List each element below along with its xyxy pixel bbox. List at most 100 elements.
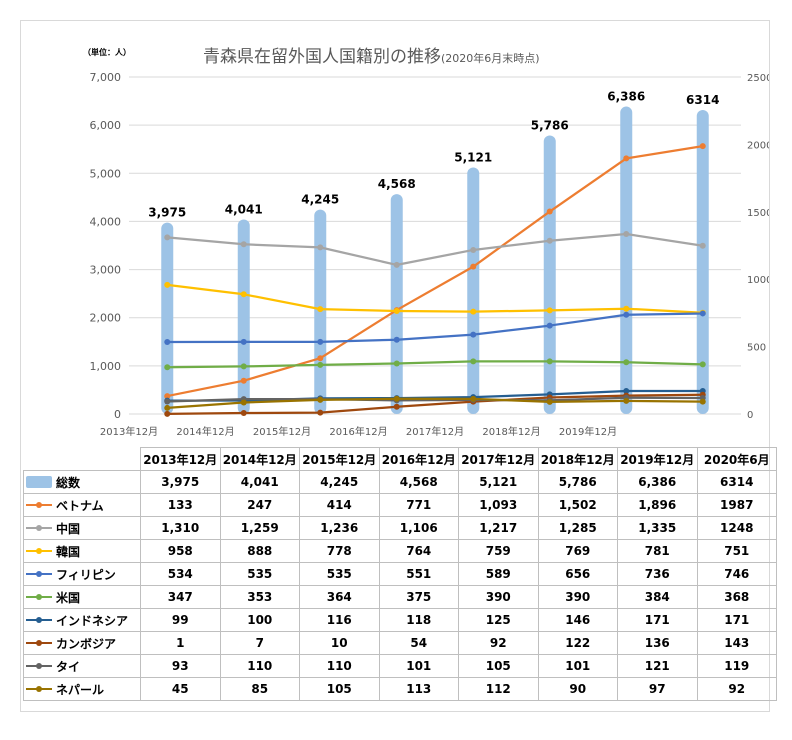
table-header-cell: 2020年6月 — [696, 447, 777, 471]
bar — [390, 194, 403, 414]
bar-data-label: 4,245 — [301, 193, 339, 207]
left-axis-tick-label: 1,000 — [90, 360, 122, 373]
series-name: カンボジア — [56, 636, 117, 651]
table-row: 米国 347 353 364 375 390 390 384 368 — [23, 585, 777, 609]
series-point — [699, 310, 706, 317]
series-name-cell: 韓国 — [23, 539, 141, 563]
series-point — [164, 281, 171, 288]
chart-subtitle: (2020年6月末時点) — [441, 51, 540, 65]
table-cell: 751 — [696, 539, 777, 563]
table-cell: 5,121 — [458, 470, 539, 494]
table-header-cell: 2014年12月 — [219, 447, 300, 471]
table-header-cell: 2017年12月 — [458, 447, 539, 471]
left-axis-tick-label: 2,000 — [90, 312, 122, 325]
series-point — [164, 404, 171, 411]
series-name: ベトナム — [56, 498, 104, 513]
series-point — [546, 322, 553, 329]
series-point — [623, 387, 630, 394]
legend-key — [26, 590, 52, 604]
table-cell: 1 — [140, 631, 221, 655]
table-cell: 4,041 — [219, 470, 300, 494]
series-point — [470, 358, 477, 365]
series-point — [623, 305, 630, 312]
bar — [237, 219, 250, 414]
series-point — [164, 393, 171, 400]
table-corner — [23, 447, 141, 471]
table-cell: 1,093 — [458, 493, 539, 517]
table-cell: 90 — [537, 677, 618, 701]
series-name: 米国 — [56, 590, 81, 605]
table-cell: 958 — [140, 539, 221, 563]
series-name-cell: フィリピン — [23, 562, 141, 586]
table-cell: 97 — [617, 677, 698, 701]
table-cell: 10 — [299, 631, 380, 655]
series-point — [240, 338, 247, 345]
right-axis-tick-label: 1500 — [747, 208, 769, 219]
table-cell: 171 — [696, 608, 777, 632]
series-point — [623, 231, 630, 238]
table-cell: 384 — [617, 585, 698, 609]
bar-data-labels: 3,975 4,041 4,245 4,568 5,121 5,786 6,386 6314 — [148, 90, 719, 220]
table-cell: 778 — [299, 539, 380, 563]
bar — [467, 167, 480, 414]
series-point — [164, 234, 171, 241]
unit-label: （単位：人） — [83, 47, 131, 57]
table-cell: 146 — [537, 608, 618, 632]
table-cell: 769 — [537, 539, 618, 563]
series-point — [240, 410, 247, 417]
table-cell: 1987 — [696, 493, 777, 517]
table-cell: 364 — [299, 585, 380, 609]
series-line — [167, 145, 703, 398]
series-name-cell: 総数 — [23, 470, 141, 494]
table-header-cell: 2013年12月 — [140, 447, 221, 471]
series-point — [546, 237, 553, 244]
table-cell: 375 — [378, 585, 459, 609]
chart-title-group: 青森県在留外国人国籍別の推移(2020年6月末時点) — [203, 47, 540, 67]
series-point — [699, 398, 706, 405]
series-point — [317, 409, 324, 416]
table-row: 中国 1,310 1,259 1,236 1,106 1,217 1,285 1,335 124… — [23, 516, 777, 540]
table-row: 韓国 958 888 778 764 759 769 781 751 — [23, 539, 777, 563]
left-axis-tick-label: 4,000 — [90, 215, 122, 228]
left-axis-tick-label: 7,000 — [90, 71, 122, 84]
series-point — [240, 377, 247, 384]
series-point — [317, 355, 324, 362]
table-row: ネパール 45 85 105 113 112 90 97 92 — [23, 677, 777, 701]
table-cell: 118 — [378, 608, 459, 632]
series-point — [623, 155, 630, 162]
table-header-cell: 2018年12月 — [537, 447, 618, 471]
table-cell: 3,975 — [140, 470, 221, 494]
table-cell: 4,245 — [299, 470, 380, 494]
series-point — [470, 395, 477, 402]
right-axis-tick-label: 500 — [747, 343, 766, 354]
legend-key — [26, 613, 52, 627]
table-row: インドネシア 99 100 116 118 125 146 171 171 — [23, 608, 777, 632]
series-point — [393, 308, 400, 315]
x-axis-tick-label: 2018年12月 — [482, 425, 540, 438]
series-point — [393, 336, 400, 343]
series-point — [393, 395, 400, 402]
left-axis-tick-label: 6,000 — [90, 119, 122, 132]
series-point — [470, 331, 477, 338]
table-cell: 100 — [219, 608, 300, 632]
table-cell: 1,502 — [537, 493, 618, 517]
table-cell: 1,335 — [617, 516, 698, 540]
series-point — [317, 244, 324, 251]
series-point — [393, 403, 400, 410]
table-cell: 6,386 — [617, 470, 698, 494]
series-point — [393, 360, 400, 367]
table-row: フィリピン 534 535 535 551 589 656 736 746 — [23, 562, 777, 586]
table-cell: 133 — [140, 493, 221, 517]
series-point — [546, 307, 553, 314]
series-name-cell: 米国 — [23, 585, 141, 609]
legend-key — [26, 659, 52, 673]
table-row: カンボジア 1 7 10 54 92 122 136 143 — [23, 631, 777, 655]
left-axis-tick-label: 5,000 — [90, 167, 122, 180]
table-cell: 119 — [696, 654, 777, 678]
series-line — [167, 396, 703, 403]
data-table: 2013年12月 2014年12月 2015年12月 2016年12月 2017年12月… — [23, 447, 777, 701]
table-cell: 1,259 — [219, 516, 300, 540]
left-axis-ticks: 0 1,000 2,000 3,000 4,000 5,000 6,000 7,000 — [90, 71, 122, 421]
legend-key — [26, 636, 52, 650]
